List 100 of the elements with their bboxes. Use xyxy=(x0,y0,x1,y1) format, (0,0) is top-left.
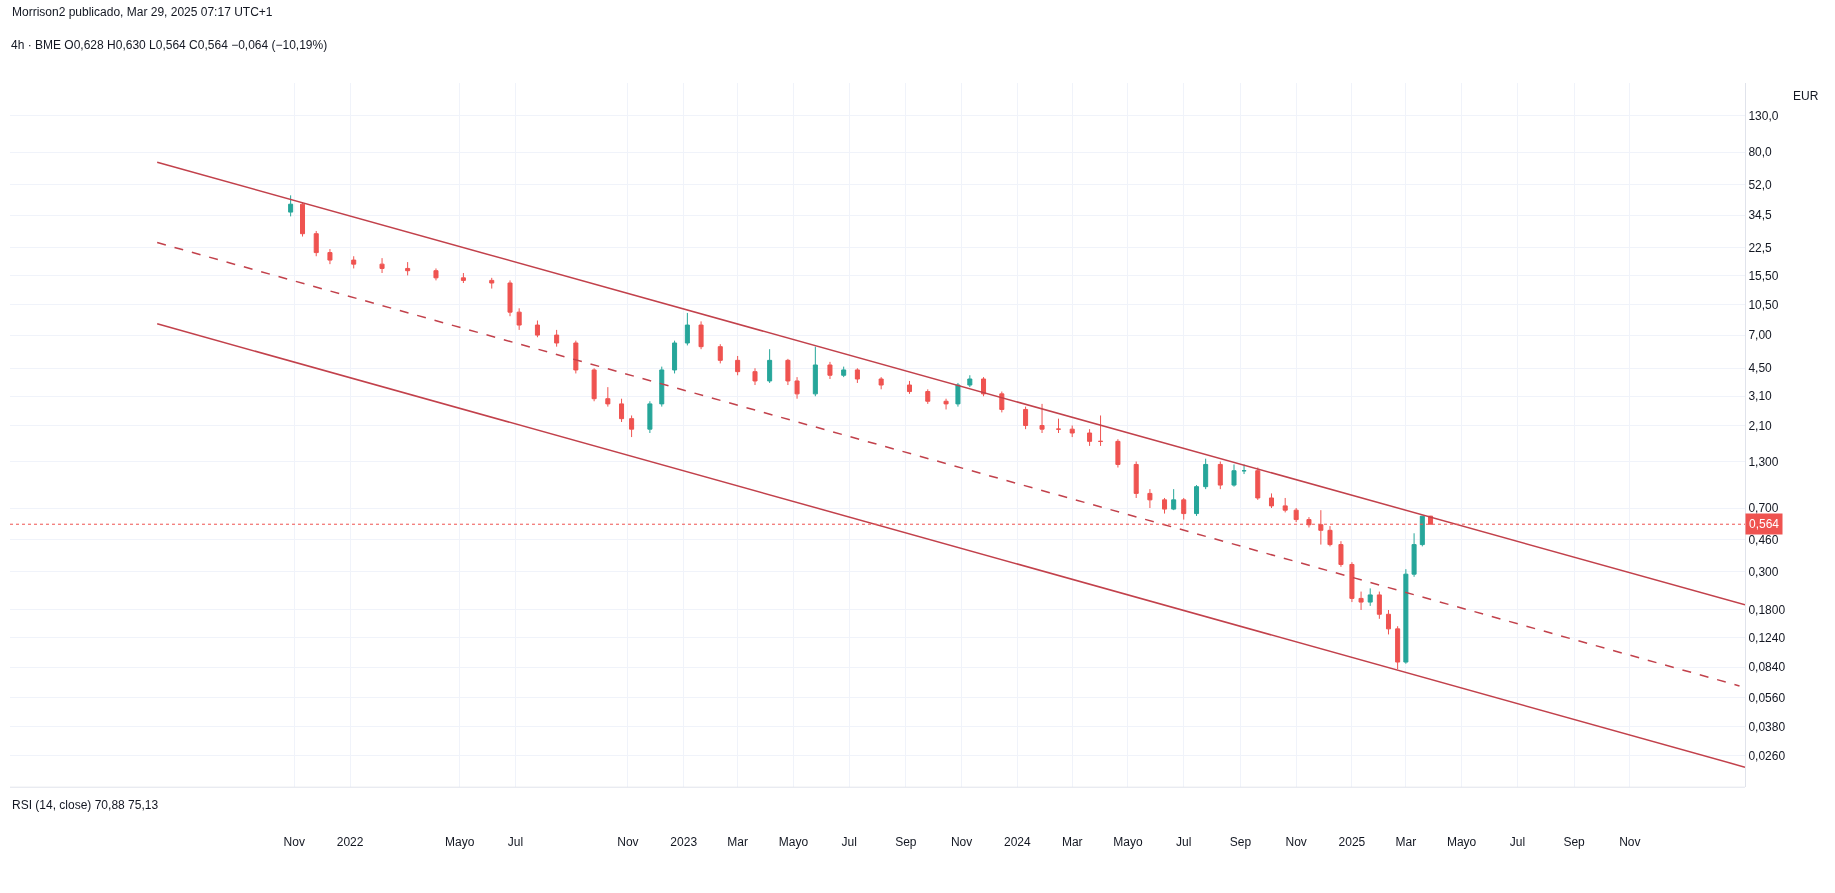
candlestick xyxy=(794,376,800,400)
y-tick-label: 52,0 xyxy=(1748,177,1773,192)
y-tick-label: 1,300 xyxy=(1748,454,1779,469)
candlestick xyxy=(605,386,611,408)
text: Morrison2 publicado, Mar 29, 2025 07:17 UTC+1 xyxy=(12,5,273,19)
candlestick xyxy=(999,391,1005,413)
y-tick-label: 130,0 xyxy=(1748,108,1779,123)
y-tick-label: 0,0840 xyxy=(1748,660,1786,675)
candlestick xyxy=(698,320,704,350)
candlestick xyxy=(351,255,357,269)
candlestick xyxy=(460,272,466,284)
candlestick xyxy=(1367,587,1373,607)
y-tick-label: 0,0260 xyxy=(1748,748,1786,763)
y-tick-label: 7,00 xyxy=(1748,328,1773,343)
y-tick-label: 0,0380 xyxy=(1748,720,1786,734)
candlestick xyxy=(1181,497,1187,521)
x-tick-label: Mar xyxy=(727,835,748,850)
x-tick-label: 2024 xyxy=(1004,835,1032,850)
candlestick xyxy=(827,361,833,380)
y-tick-label: 4,50 xyxy=(1748,361,1773,376)
candlestick xyxy=(433,267,439,281)
x-tick-label: Jul xyxy=(507,835,524,850)
y-tick-label: 22,5 xyxy=(1748,240,1773,255)
candlestick xyxy=(854,367,860,384)
x-tick-label: Mayo xyxy=(1446,835,1477,850)
candlestick xyxy=(1147,488,1153,509)
candlestick xyxy=(288,194,294,217)
candlestick xyxy=(1171,488,1177,511)
candlestick xyxy=(878,376,884,390)
x-tick-label: 2025 xyxy=(1338,835,1366,850)
candlestick xyxy=(967,374,973,388)
candlestick xyxy=(717,343,723,364)
x-tick-label: Nov xyxy=(950,835,973,850)
x-tick-label: Nov xyxy=(1619,835,1641,850)
x-tick-label: Nov xyxy=(283,835,305,850)
x-tick-label: Mayo xyxy=(778,835,809,850)
candlestick xyxy=(1411,532,1417,578)
candlestick xyxy=(591,367,597,402)
candlestick xyxy=(629,414,635,438)
x-tick-label: Mar xyxy=(1061,835,1083,850)
candlestick xyxy=(767,348,773,384)
candlestick xyxy=(1395,625,1401,670)
candlestick xyxy=(841,366,847,378)
candlestick xyxy=(379,257,385,274)
candlestick xyxy=(534,320,540,338)
candlestick xyxy=(785,358,791,386)
y-tick-label: 2,10 xyxy=(1748,418,1773,433)
y-tick-label: 34,5 xyxy=(1748,208,1773,223)
x-tick-label: 2022 xyxy=(336,835,364,850)
candlestick xyxy=(1162,497,1168,515)
y-tick-label: 15,50 xyxy=(1748,268,1779,283)
candlestick xyxy=(1241,463,1247,475)
candlestick xyxy=(1268,492,1274,509)
candlestick xyxy=(1338,540,1344,568)
candlestick xyxy=(925,388,931,405)
candlestick xyxy=(573,340,579,374)
x-tick-label: Mayo xyxy=(445,835,475,850)
candlestick xyxy=(1055,418,1062,434)
candlestick xyxy=(672,340,678,374)
candlestick xyxy=(405,261,411,276)
candlestick xyxy=(327,248,333,265)
candlestick xyxy=(1358,591,1364,611)
text: RSI (14, close) 70,88 75,13 xyxy=(12,798,159,812)
candlestick xyxy=(943,398,949,410)
y-tick-label: 3,10 xyxy=(1748,389,1773,404)
candlestick xyxy=(1133,461,1139,499)
candlestick xyxy=(489,277,495,290)
y-tick-label: 0,1240 xyxy=(1748,631,1786,646)
candlestick xyxy=(1203,458,1209,490)
y-tick-label: 0,700 xyxy=(1748,501,1779,516)
candlestick xyxy=(1403,568,1409,665)
candlestick xyxy=(1194,484,1200,517)
candlestick xyxy=(659,366,665,408)
x-tick-label: Mar xyxy=(1395,835,1417,850)
candlestick xyxy=(1023,406,1029,430)
candlestick xyxy=(1087,428,1093,447)
x-tick-label: Jul xyxy=(841,835,857,850)
x-tick-label: Jul xyxy=(1509,835,1526,850)
candlestick xyxy=(1255,467,1261,501)
candlestick xyxy=(300,201,306,238)
candlestick xyxy=(554,329,560,348)
ref-line-label: 0,564 xyxy=(1749,517,1780,531)
candlestick xyxy=(647,400,653,434)
candlestick xyxy=(1385,609,1392,635)
y-tick-label: 0,0560 xyxy=(1748,690,1786,705)
candlestick xyxy=(1115,438,1121,469)
candlestick xyxy=(507,279,513,317)
x-tick-label: Sep xyxy=(1563,835,1586,850)
candlestick xyxy=(1098,414,1104,447)
candlestick xyxy=(1376,591,1382,620)
x-tick-label: 2023 xyxy=(670,835,698,850)
candlestick xyxy=(1039,403,1045,434)
x-tick-label: Jul xyxy=(1176,835,1192,850)
x-tick-label: Sep xyxy=(1229,835,1252,850)
candlestick xyxy=(684,312,690,346)
y-tick-label: 0,460 xyxy=(1748,532,1779,547)
text: EUR xyxy=(1793,89,1819,103)
candlestick xyxy=(619,398,625,423)
candlestick xyxy=(313,230,319,257)
x-tick-label: Nov xyxy=(617,835,639,850)
